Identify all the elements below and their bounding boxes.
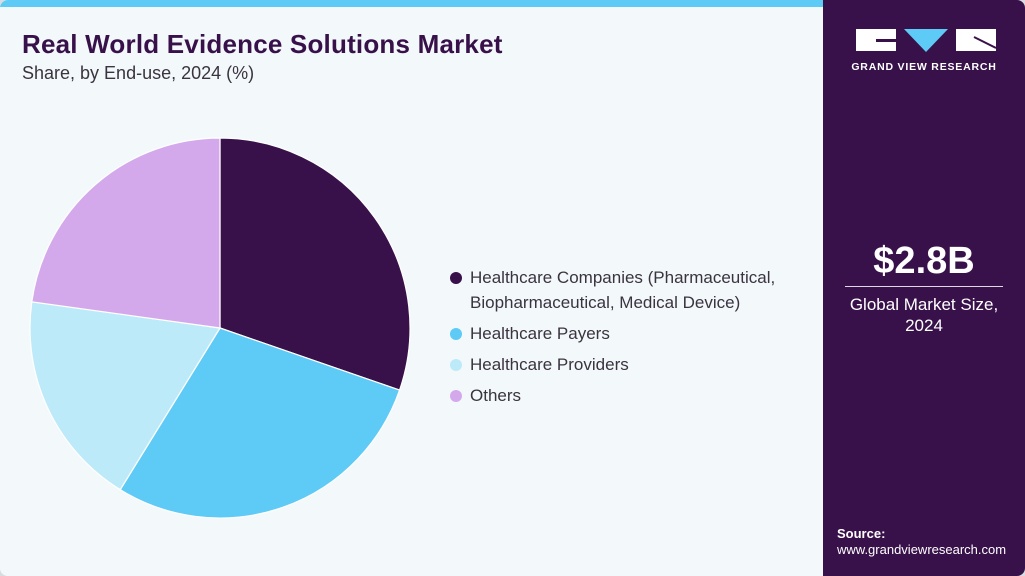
chart-panel: Real World Evidence Solutions Market Sha… <box>0 7 823 576</box>
market-value: $2.8B <box>873 240 975 282</box>
divider <box>845 286 1003 287</box>
legend-label: Others <box>470 386 522 405</box>
legend-dot-icon <box>450 359 462 371</box>
grand-view-research-logo-icon <box>856 29 996 52</box>
legend: Healthcare Companies (Pharmaceutical, Bio… <box>450 265 775 414</box>
legend-dot-icon <box>450 390 462 402</box>
chart-subtitle: Share, by End-use, 2024 (%) <box>22 63 255 83</box>
legend-item-healthcare-companies: Healthcare Companies (Pharmaceutical, Bio… <box>450 265 775 315</box>
legend-item-others: Others <box>450 383 775 408</box>
legend-item-healthcare-payers: Healthcare Payers <box>450 321 775 346</box>
accent-bar <box>0 0 823 7</box>
market-caption: Global Market Size, 2024 <box>849 295 999 335</box>
pie-slice <box>219 137 411 391</box>
pie-slice <box>119 327 401 519</box>
sidebar: GRAND VIEW RESEARCH $2.8B Global Market … <box>823 0 1025 576</box>
legend-label: Healthcare Companies (Pharmaceutical, Bio… <box>470 268 776 312</box>
pie-slice <box>29 301 221 491</box>
legend-label: Healthcare Payers <box>470 324 610 343</box>
source-label: Source: <box>837 526 886 541</box>
pie-chart <box>29 137 411 519</box>
legend-dot-icon <box>450 272 462 284</box>
source-url: www.grandviewresearch.com <box>837 542 1007 557</box>
legend-dot-icon <box>450 328 462 340</box>
legend-label: Healthcare Providers <box>470 355 629 374</box>
legend-item-healthcare-providers: Healthcare Providers <box>450 352 775 377</box>
pie-slice <box>31 137 221 329</box>
brand-name: GRAND VIEW RESEARCH <box>851 61 997 73</box>
chart-title: Real World Evidence Solutions Market <box>22 29 503 59</box>
